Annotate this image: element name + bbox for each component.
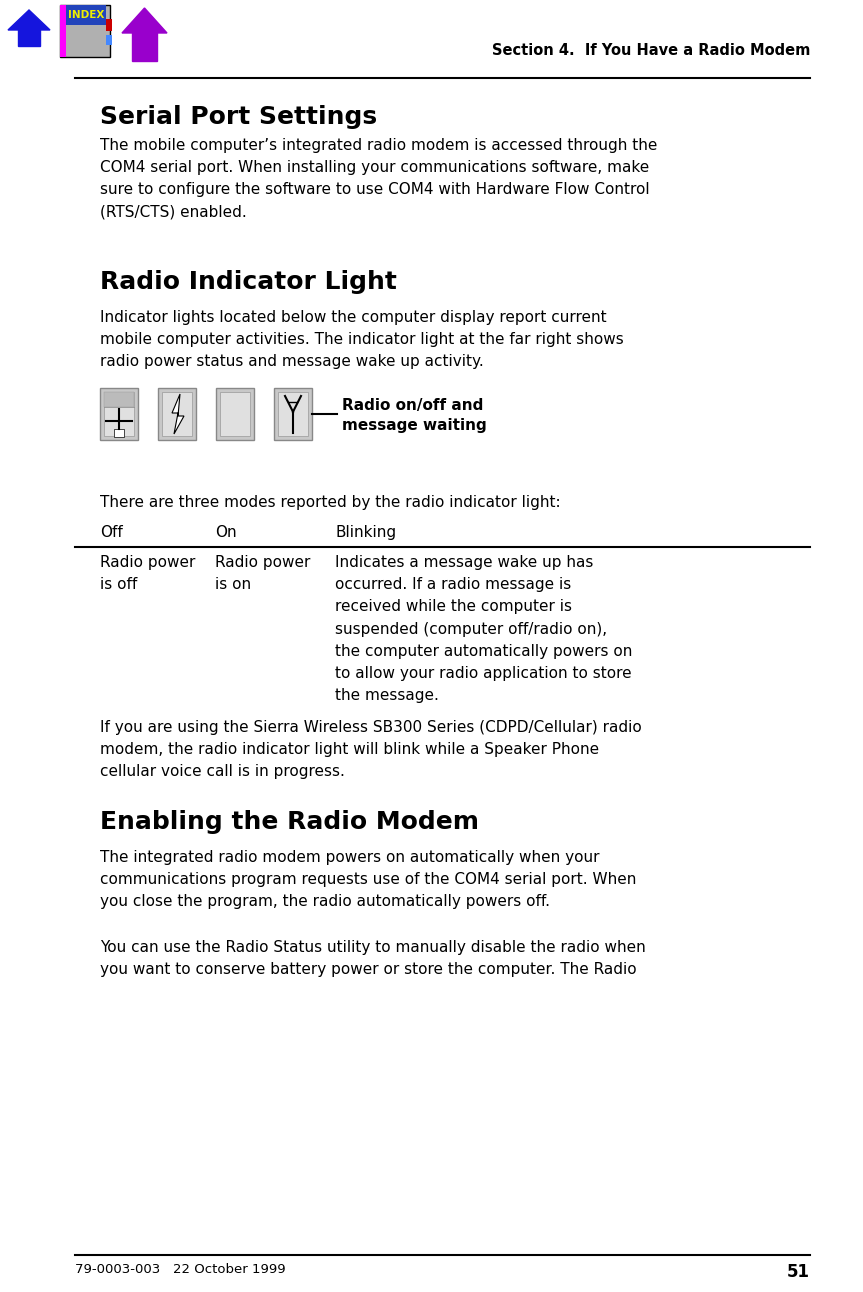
Text: Serial Port Settings: Serial Port Settings [100,105,377,129]
Text: INDEX: INDEX [68,10,104,19]
Text: On: On [215,525,236,540]
Text: Enabling the Radio Modem: Enabling the Radio Modem [100,810,479,835]
Bar [158,388,196,441]
Bar [278,391,308,435]
Text: If you are using the Sierra Wireless SB300 Series (CDPD/Cellular) radio
modem, t: If you are using the Sierra Wireless SB3… [100,720,642,779]
Text: You can use the Radio Status utility to manually disable the radio when
you want: You can use the Radio Status utility to … [100,941,646,977]
Text: Section 4.  If You Have a Radio Modem: Section 4. If You Have a Radio Modem [492,43,810,58]
Bar [220,391,250,435]
Bar [216,388,254,441]
Bar [162,391,192,435]
Bar [60,5,110,57]
Text: Off: Off [100,525,123,540]
Polygon shape [172,394,184,434]
Bar [104,391,134,435]
Text: 51: 51 [787,1264,810,1280]
Bar [114,429,124,437]
Bar [106,35,112,45]
Text: 79-0003-003   22 October 1999: 79-0003-003 22 October 1999 [75,1264,286,1276]
Polygon shape [8,10,50,30]
Bar [132,31,157,61]
Bar [106,19,112,31]
Text: Radio power
is on: Radio power is on [215,556,311,592]
Text: There are three modes reported by the radio indicator light:: There are three modes reported by the ra… [100,495,561,510]
Text: Indicates a message wake up has
occurred. If a radio message is
received while t: Indicates a message wake up has occurred… [335,556,633,703]
Text: Radio on/off and
message waiting: Radio on/off and message waiting [342,398,487,433]
Bar [66,5,106,25]
Bar [100,388,138,441]
Bar [274,388,312,441]
Bar [18,28,40,47]
Bar [104,391,134,407]
Text: The integrated radio modem powers on automatically when your
communications prog: The integrated radio modem powers on aut… [100,850,636,910]
Text: Radio power
is off: Radio power is off [100,556,195,592]
Text: Radio Indicator Light: Radio Indicator Light [100,270,397,295]
Text: The mobile computer’s integrated radio modem is accessed through the
COM4 serial: The mobile computer’s integrated radio m… [100,138,658,220]
Polygon shape [122,8,167,34]
Text: Blinking: Blinking [335,525,396,540]
Bar [60,5,66,57]
Text: Indicator lights located below the computer display report current
mobile comput: Indicator lights located below the compu… [100,310,624,370]
